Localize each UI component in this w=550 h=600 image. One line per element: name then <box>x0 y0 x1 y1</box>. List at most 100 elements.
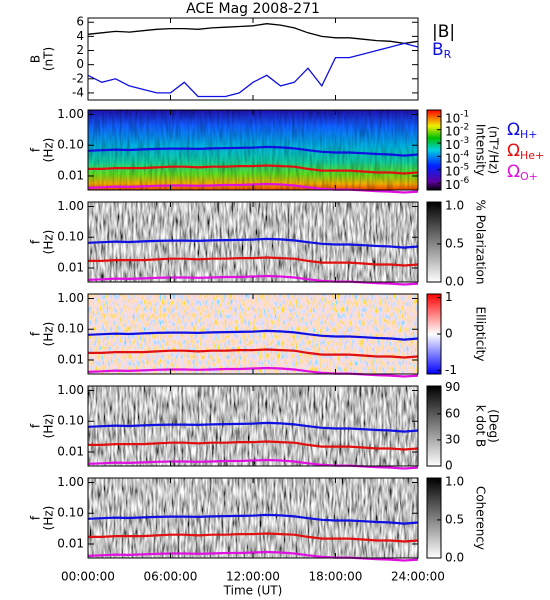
data-line <box>87 23 419 45</box>
y-tick-label: 2 <box>76 43 84 57</box>
gyro-legend-script: O+ <box>520 170 538 183</box>
colorbar-tick-label-main: 10 <box>445 151 460 165</box>
colorbar-tick-label: 0.0 <box>445 551 464 565</box>
y-tick-label: 0.01 <box>57 260 84 274</box>
colorbar-tick-label: 1.0 <box>445 198 464 212</box>
y-axis-label: (Hz) <box>42 506 56 531</box>
gyro-line <box>87 329 419 341</box>
y-tick-label: 0.10 <box>57 138 84 152</box>
colorbar-tick-label: 10-2 <box>445 122 469 138</box>
y-tick-label: 0.10 <box>57 230 84 244</box>
y-tick-label: 0.10 <box>57 322 84 336</box>
colorbar-tick-label: 30 <box>445 432 460 446</box>
y-axis-label: f <box>29 515 43 520</box>
y-tick-label: 1.00 <box>57 475 84 489</box>
y-axis-label: (Hz) <box>42 322 56 347</box>
colorbar-tick-label: 10-1 <box>445 109 469 125</box>
colorbar-tick-label-main: 10 <box>445 138 460 152</box>
y-tick-label: 1.00 <box>57 199 84 213</box>
y-axis-label: f <box>29 423 43 428</box>
y-tick-label: 0.01 <box>57 536 84 550</box>
y-tick-label: -2 <box>72 71 84 85</box>
gyro-legend: ΩHe+ <box>507 141 544 162</box>
y-axis-label: (Hz) <box>42 414 56 439</box>
gyro-line <box>88 348 419 359</box>
gyro-legend: ΩH+ <box>507 120 538 141</box>
x-tick-label: 12:00:00 <box>226 570 280 584</box>
panel: 0.0 0.5 1.0 Coherency 0.01 0.10 1.00 f (Hz) <box>29 474 488 564</box>
colorbar-title: Intensity <box>474 124 488 176</box>
y-tick-label: 0.10 <box>57 414 84 428</box>
colorbar-tick-label-script: -4 <box>460 149 469 159</box>
colorbar-title: % Polarization <box>474 200 488 285</box>
legend-entry-script: R <box>444 48 452 61</box>
y-tick-label: 1.00 <box>57 107 84 121</box>
x-tick-label: 06:00:00 <box>144 570 198 584</box>
gyro-line <box>87 513 419 525</box>
panel: -1 0 1 Ellipticity 0.01 0.10 1.00 f (Hz) <box>29 290 488 378</box>
colorbar-tick-label: 10-4 <box>445 149 470 165</box>
colorbar-tick-label: 0 <box>445 327 453 341</box>
y-axis-label: f <box>29 331 43 336</box>
gyro-line <box>88 532 419 543</box>
gyro-line <box>87 237 419 249</box>
colorbar-tick-label-script: -2 <box>460 122 469 132</box>
gyro-legend-main: Ω <box>507 162 520 182</box>
y-tick-label: -4 <box>72 85 84 99</box>
y-tick-label: 1.00 <box>57 383 84 397</box>
x-tick-label: 18:00:00 <box>309 570 363 584</box>
gyro-line <box>87 421 419 433</box>
y-tick-label: 0.01 <box>57 352 84 366</box>
y-tick-label: 0 <box>76 57 84 71</box>
colorbar-title: k dot B <box>474 405 488 447</box>
panel: 0 30 60 90 k dot B (Deg) 0.01 0.10 1.00 f (Hz) <box>29 380 501 472</box>
y-axis-label: f <box>29 239 43 244</box>
colorbar <box>426 385 442 467</box>
colorbar-title: (nT²/Hz) <box>487 126 501 174</box>
gyro-line <box>88 440 419 451</box>
colorbar-tick-label: 1 <box>445 290 453 304</box>
y-tick-label: 6 <box>76 15 84 29</box>
colorbar-tick-label: 1.0 <box>445 474 464 488</box>
data-line <box>87 42 419 98</box>
colorbar-tick-label: 10-6 <box>445 176 470 192</box>
colorbar-tick-label: 0 <box>445 459 453 473</box>
gyro-legend-main: Ω <box>507 120 520 140</box>
colorbar-tick-label: -1 <box>445 363 457 377</box>
chart-title: ACE Mag 2008-271 <box>186 1 320 17</box>
colorbar-tick-label: 0.0 <box>445 275 464 289</box>
legend-entry: |B| <box>432 22 455 42</box>
colorbar <box>426 109 442 191</box>
y-tick-label: 0.01 <box>57 444 84 458</box>
x-tick-label: 24:00:00 <box>391 570 445 584</box>
colorbar-tick-label-script: -6 <box>460 176 469 186</box>
y-tick-label: 4 <box>76 29 84 43</box>
y-axis-label: f <box>29 147 43 152</box>
gyro-line <box>88 164 419 175</box>
colorbar-tick-label-script: -3 <box>460 136 469 146</box>
y-axis-label: (nT) <box>42 47 56 71</box>
y-axis-label: B <box>29 55 43 63</box>
colorbar-tick-label-script: -1 <box>460 109 469 119</box>
colorbar-tick-label-main: 10 <box>445 178 460 192</box>
y-axis-label: (Hz) <box>42 230 56 255</box>
gyro-legend-main: Ω <box>507 141 520 161</box>
x-axis-label: Time (UT) <box>223 584 283 598</box>
colorbar <box>426 477 442 559</box>
colorbar <box>426 201 442 283</box>
colorbar-title: (Deg) <box>487 409 501 443</box>
colorbar-title: Coherency <box>474 486 488 550</box>
colorbar-tick-label: 60 <box>445 406 460 420</box>
y-tick-label: 0.01 <box>57 168 84 182</box>
colorbar-tick-label: 10-3 <box>445 136 469 152</box>
colorbar-tick-label-script: -5 <box>460 162 469 172</box>
gyro-line <box>87 145 419 157</box>
panel: 0.0 0.5 1.0 % Polarization 0.01 0.10 1.00 f (Hz) <box>29 198 488 288</box>
colorbar-tick-label-main: 10 <box>445 124 460 138</box>
panel: Intensity (nT²/Hz) 0.01 0.10 1.00 f (Hz) <box>29 107 501 194</box>
gyro-legend-script: He+ <box>520 149 544 162</box>
colorbar-tick-label-main: 10 <box>445 111 460 125</box>
colorbar-tick-label: 0.5 <box>445 512 464 526</box>
colorbar-tick-label: 90 <box>445 380 460 394</box>
